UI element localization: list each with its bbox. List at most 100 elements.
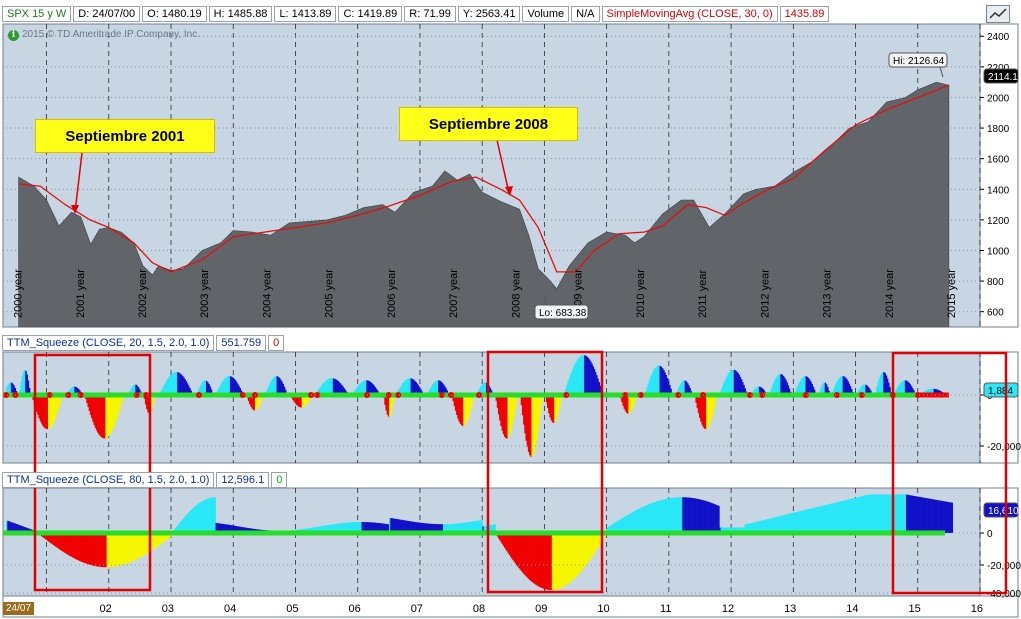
squeeze80-bar — [792, 512, 794, 533]
squeeze80-bar — [57, 533, 60, 549]
squeeze80-bar — [940, 500, 943, 533]
squeeze80-bar — [106, 533, 109, 568]
squeeze80-bar — [941, 500, 944, 533]
squeeze80-bar — [921, 497, 924, 533]
squeeze80-bar — [861, 496, 864, 533]
squeeze80-bar — [615, 522, 617, 533]
squeeze80-bar — [709, 502, 712, 533]
year-label: 2011 year — [697, 270, 709, 318]
squeeze80-bar — [123, 533, 125, 565]
squeeze80-bar — [345, 522, 348, 533]
squeeze20-bar — [740, 379, 743, 395]
squeeze80-bar — [393, 518, 396, 533]
squeeze80-bar — [769, 518, 772, 533]
squeeze20-bar — [375, 388, 378, 395]
squeeze80-bar — [912, 495, 914, 533]
squeeze20-bar — [27, 380, 30, 395]
squeeze20-bar — [695, 395, 697, 403]
squeeze80-bar — [312, 527, 314, 533]
squeeze80-bar — [627, 514, 629, 533]
squeeze20-bar — [89, 395, 92, 415]
squeeze20-dot — [858, 392, 865, 398]
sma-label[interactable]: SimpleMovingAvg (CLOSE, 30, 0) — [601, 6, 778, 22]
callout-2001: Septiembre 2001 — [35, 119, 215, 153]
squeeze20-bar — [592, 366, 594, 395]
squeeze80-bar — [945, 501, 948, 533]
squeeze80-bar — [215, 523, 218, 533]
squeeze80-bar — [531, 533, 533, 582]
chart-settings-icon[interactable] — [986, 5, 1010, 23]
squeeze80-bar — [410, 521, 413, 533]
squeeze20-bar — [110, 395, 112, 433]
squeeze20-bar — [74, 386, 76, 395]
squeeze80-bar — [89, 533, 92, 565]
symbol-label[interactable]: SPX 15 y W — [2, 6, 72, 22]
squeeze20-bar — [782, 375, 785, 395]
squeeze20-bar — [813, 389, 816, 395]
squeeze80-bar — [520, 533, 523, 572]
squeeze80-bar — [776, 516, 779, 533]
squeeze20-bar — [734, 370, 737, 395]
squeeze20-bar — [232, 377, 234, 395]
squeeze80-bar — [588, 533, 591, 561]
squeeze20-bar — [737, 372, 739, 395]
squeeze80-bar — [55, 533, 57, 547]
squeeze20-bar — [106, 395, 109, 438]
squeeze20-bar — [120, 395, 123, 404]
squeeze80-bar — [104, 533, 106, 568]
squeeze20-bar — [553, 395, 555, 423]
squeeze80-bar — [835, 502, 837, 533]
squeeze80-bar — [791, 513, 793, 533]
squeeze80-bar — [920, 497, 922, 533]
squeeze20-bar — [306, 395, 308, 404]
squeeze20-bar — [407, 378, 409, 395]
squeeze20-dot — [563, 392, 570, 398]
last-price-label: 2114.1 — [988, 72, 1018, 83]
squeeze20-bar — [786, 382, 788, 395]
squeeze20-label[interactable]: TTM_Squeeze (CLOSE, 20, 1.5, 2.0, 1.0) — [2, 335, 215, 351]
squeeze80-bar — [811, 508, 813, 533]
squeeze20-bar — [773, 382, 775, 395]
range-readout: R: 71.99 — [404, 6, 456, 22]
squeeze20-bar — [238, 385, 240, 395]
squeeze80-bar — [703, 500, 706, 533]
squeeze80-bar — [876, 494, 878, 533]
info-icon[interactable]: i — [8, 30, 19, 41]
squeeze20-bar — [237, 383, 239, 395]
squeeze80-bar — [631, 512, 634, 533]
squeeze20-bar — [92, 395, 94, 422]
squeeze80-bar — [217, 523, 220, 533]
price-tick-label: 1600 — [987, 155, 1010, 166]
squeeze80-bar — [105, 533, 107, 568]
squeeze20-bar — [323, 382, 325, 395]
squeeze20-bar — [821, 385, 823, 395]
squeeze20-bar — [374, 387, 377, 395]
squeeze80-bar — [545, 533, 548, 590]
squeeze20-bar — [409, 378, 411, 395]
squeeze80-bar — [446, 524, 449, 533]
squeeze20-bar — [538, 395, 541, 424]
squeeze20-bar — [46, 395, 49, 430]
squeeze20-bar — [706, 395, 708, 429]
squeeze20-bar — [708, 395, 711, 426]
squeeze80-bar — [243, 527, 245, 533]
squeeze80-bar — [813, 507, 816, 533]
squeeze20-bar — [884, 373, 886, 395]
squeeze80-bar — [824, 505, 827, 533]
squeeze20-bar — [834, 385, 836, 395]
squeeze80-label[interactable]: TTM_Squeeze (CLOSE, 80, 1.5, 2.0, 1.0) — [2, 472, 215, 488]
squeeze80-bar — [351, 522, 354, 533]
squeeze80-bar — [314, 527, 317, 533]
squeeze80-bar — [77, 533, 80, 561]
squeeze80-bar — [511, 533, 513, 559]
squeeze80-bar — [190, 509, 192, 533]
squeeze80-bar — [557, 533, 560, 589]
squeeze20-bar — [848, 383, 851, 395]
squeeze20-bar — [569, 374, 572, 395]
squeeze80-bar — [195, 505, 197, 533]
squeeze80-bar — [626, 515, 628, 533]
squeeze80-bar — [689, 497, 691, 533]
squeeze80-bar — [862, 495, 865, 533]
squeeze20-bar — [95, 395, 98, 431]
squeeze20-bar — [579, 356, 581, 395]
